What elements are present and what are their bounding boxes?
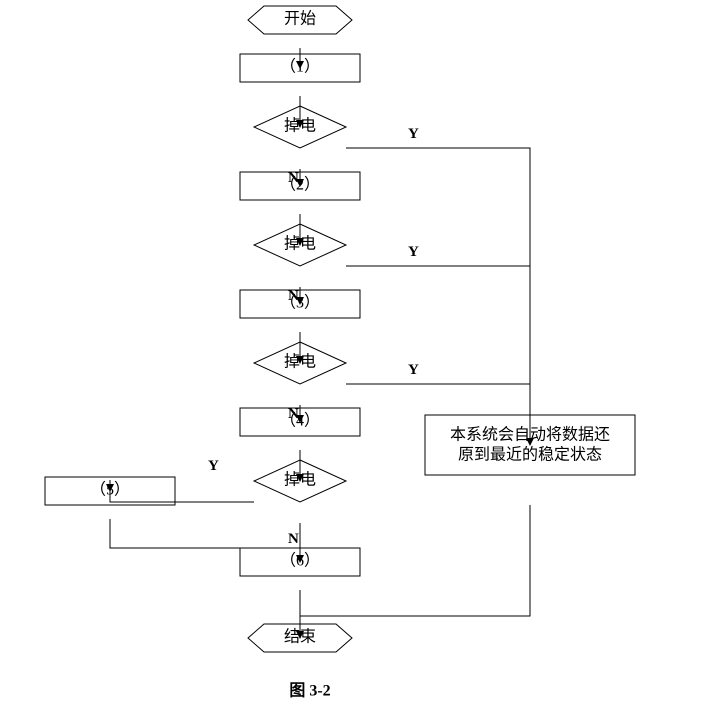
- edge-d1-p2: N: [288, 169, 300, 186]
- node-restore-label: 原到最近的稳定状态: [458, 445, 602, 463]
- edge-d2-p3-label: N: [288, 288, 299, 304]
- edge-d4-p5-label: Y: [208, 458, 219, 474]
- edge-d1-p2-label: N: [288, 170, 299, 186]
- flowchart-canvas: 开始（1）掉电（2）掉电（3）掉电（4）掉电（5）（6）本系统会自动将数据还原到…: [0, 0, 723, 715]
- node-start: 开始: [248, 6, 352, 34]
- edge-d3-restore: Y: [346, 362, 530, 384]
- figure-caption: 图 3-2: [289, 682, 330, 700]
- edge-d3-p4: N: [288, 405, 300, 422]
- edge-d1-restore-label: Y: [408, 126, 419, 142]
- edge-d3-restore-label: Y: [408, 362, 419, 378]
- edge-d3-p4-label: N: [288, 406, 299, 422]
- edge-d2-p3: N: [288, 287, 300, 304]
- edge-d4-p6-label: N: [288, 531, 299, 547]
- edge-d2-restore-label: Y: [408, 244, 419, 260]
- edge-p5-p6: [110, 519, 300, 548]
- edge-d1-restore: Y: [346, 126, 530, 445]
- node-start-label: 开始: [284, 10, 316, 28]
- edge-d2-restore: Y: [346, 244, 530, 266]
